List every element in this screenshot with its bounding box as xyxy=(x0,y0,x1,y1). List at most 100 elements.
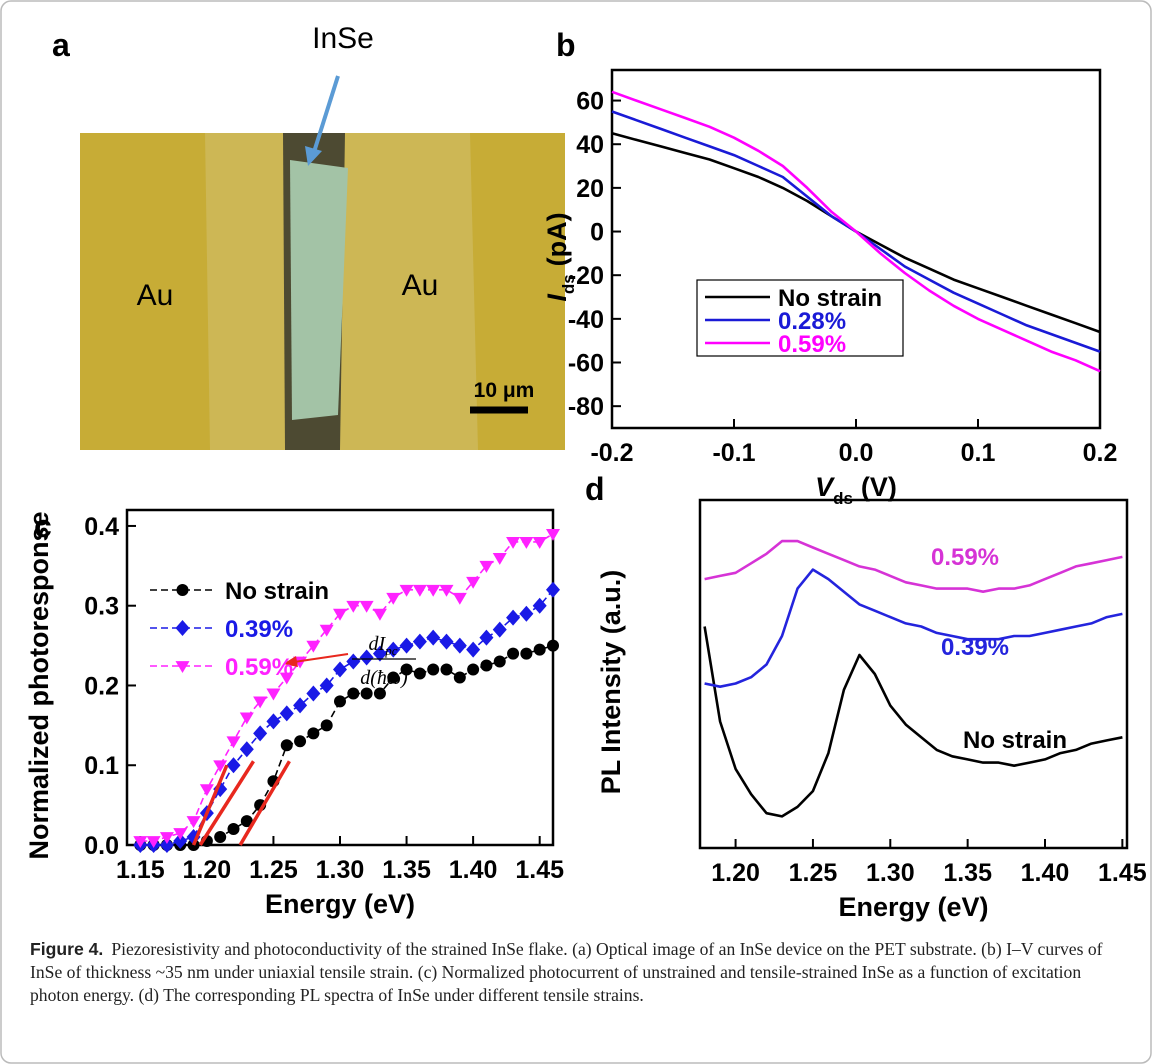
marker xyxy=(333,661,347,678)
marker xyxy=(506,609,521,626)
marker xyxy=(372,645,387,662)
x-tick-label: 1.35 xyxy=(382,856,431,884)
axis-label: PL Intensity (a.u.) xyxy=(596,570,626,795)
y-tick-label: 0 xyxy=(590,219,604,247)
y-tick-label: 0.4 xyxy=(84,513,119,541)
marker xyxy=(279,705,294,722)
series-line xyxy=(140,589,554,846)
marker xyxy=(359,600,374,613)
annotation-arrow xyxy=(293,653,349,663)
axis-label: Energy (eV) xyxy=(265,889,415,919)
x-tick-label: 1.20 xyxy=(183,856,232,884)
legend-label: No strain xyxy=(225,578,329,605)
electrode-label: Au xyxy=(137,279,174,312)
insE-flake xyxy=(290,160,348,420)
marker xyxy=(479,629,494,646)
scale-bar-label: 10 μm xyxy=(474,379,535,402)
marker xyxy=(440,663,453,676)
marker xyxy=(453,671,466,684)
marker xyxy=(546,529,560,541)
x-tick-label: 1.40 xyxy=(449,856,498,884)
marker xyxy=(519,605,534,622)
marker xyxy=(173,828,188,841)
plot-frame xyxy=(698,498,1129,850)
marker xyxy=(506,537,521,549)
x-tick-label: 1.40 xyxy=(1021,859,1070,887)
series-label: No strain xyxy=(963,727,1067,754)
marker xyxy=(439,584,454,597)
legend-marker xyxy=(175,620,190,636)
marker xyxy=(279,672,294,685)
y-tick-label: 20 xyxy=(576,175,604,203)
marker xyxy=(399,584,414,597)
electrode-label: Au xyxy=(402,269,439,302)
numerator: dI xyxy=(369,633,387,655)
marker xyxy=(412,584,427,597)
marker xyxy=(213,760,228,773)
y-tick-label: -40 xyxy=(568,306,604,334)
marker xyxy=(334,695,346,708)
marker xyxy=(493,655,506,668)
marker xyxy=(387,671,400,684)
marker xyxy=(307,727,320,740)
marker xyxy=(386,641,401,658)
marker xyxy=(294,735,307,748)
axis-label: Ids (pA) xyxy=(542,212,578,301)
y-tick-label: 0.2 xyxy=(84,672,119,700)
marker xyxy=(492,552,507,565)
x-tick-label: -0.1 xyxy=(712,439,755,467)
plot-frame xyxy=(610,68,1102,430)
marker xyxy=(532,597,547,614)
x-tick-label: 1.25 xyxy=(249,856,298,884)
marker xyxy=(347,687,360,700)
y-tick-label: 0.1 xyxy=(84,752,119,780)
y-tick-label: 60 xyxy=(576,88,604,116)
marker xyxy=(253,696,268,709)
legend-label: 0.28% xyxy=(778,308,846,335)
marker xyxy=(399,637,414,654)
marker xyxy=(386,592,401,605)
x-tick-label: 0.0 xyxy=(839,439,874,467)
x-tick-label: 1.20 xyxy=(711,859,760,887)
x-tick-label: 0.2 xyxy=(1083,439,1118,467)
y-tick-label: 0.3 xyxy=(84,593,119,621)
caption-text: Piezoresistivity and photoconductivity o… xyxy=(30,939,1103,1005)
fit-line xyxy=(198,760,255,846)
x-tick-label: -0.2 xyxy=(590,439,633,467)
series-label: 0.39% xyxy=(941,634,1009,661)
arrow xyxy=(312,75,340,153)
x-tick-label: 1.30 xyxy=(866,859,915,887)
series-line xyxy=(140,533,554,842)
legend-label: 0.39% xyxy=(225,616,293,643)
y-tick-label: 40 xyxy=(576,131,604,159)
marker xyxy=(306,640,321,653)
marker xyxy=(346,600,361,613)
legend-label: 0.59% xyxy=(225,654,293,681)
annotation-denominator: d(ħω) xyxy=(360,667,408,689)
marker xyxy=(306,685,321,702)
marker xyxy=(226,736,241,749)
marker xyxy=(173,833,188,850)
x-tick-label: 1.45 xyxy=(1098,859,1147,887)
marker xyxy=(467,663,480,676)
marker xyxy=(466,576,481,589)
marker xyxy=(319,624,334,637)
marker xyxy=(146,836,161,849)
caption-label: Figure 4. xyxy=(30,939,104,959)
marker xyxy=(426,584,441,597)
x-tick-label: 1.30 xyxy=(316,856,365,884)
marker xyxy=(227,823,240,836)
marker xyxy=(452,637,467,654)
marker xyxy=(199,784,214,797)
axis-unit: (pA) xyxy=(542,212,572,266)
marker xyxy=(319,677,334,694)
x-tick-label: 1.45 xyxy=(515,856,564,884)
x-tick-label: 1.15 xyxy=(116,856,165,884)
marker xyxy=(400,663,413,676)
axis-symbol: I xyxy=(542,294,572,302)
y-tick-label: -20 xyxy=(568,262,604,290)
panel-letter: c xyxy=(34,508,52,544)
